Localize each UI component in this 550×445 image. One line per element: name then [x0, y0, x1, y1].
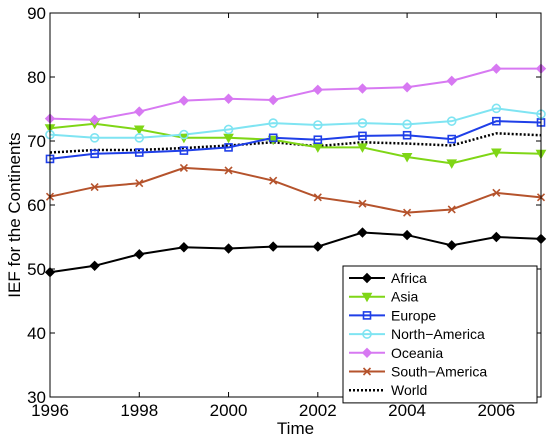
data-point-africa — [134, 249, 145, 260]
data-point-south-america — [179, 163, 188, 172]
series-line-europe — [49, 120, 542, 160]
x-tick-label: 2002 — [299, 401, 337, 420]
data-point-africa — [267, 241, 279, 252]
data-point-oceania — [401, 82, 413, 93]
data-point-europe — [224, 143, 233, 152]
data-point-south-america — [90, 183, 99, 192]
data-point-north-america — [134, 133, 145, 143]
data-point-oceania — [178, 95, 190, 106]
data-point-north-america — [402, 119, 412, 130]
legend-marker-oceania — [361, 347, 373, 359]
data-point-south-america — [313, 193, 322, 202]
data-point-north-america — [446, 116, 457, 126]
data-point-africa — [178, 242, 190, 253]
data-point-north-america — [223, 124, 234, 135]
data-point-europe — [402, 130, 412, 140]
data-point-north-america — [179, 129, 189, 140]
series-line-south-america — [49, 166, 542, 214]
data-point-europe — [358, 131, 367, 141]
y-tick-label: 50 — [27, 260, 46, 279]
legend-marker-south-america — [362, 367, 372, 376]
data-point-oceania — [312, 84, 324, 96]
series-line-oceania — [49, 67, 541, 121]
data-point-africa — [401, 229, 413, 241]
data-point-asia — [401, 153, 413, 163]
data-point-asia — [267, 135, 279, 146]
data-point-south-america — [135, 179, 144, 188]
y-tick-label: 70 — [27, 132, 46, 151]
y-tick-label: 30 — [27, 388, 46, 407]
y-tick-label: 40 — [27, 324, 46, 343]
data-point-europe — [313, 135, 323, 145]
x-tick-label: 2006 — [477, 401, 515, 420]
x-tick-label: 1996 — [31, 401, 69, 420]
data-point-north-america — [357, 118, 368, 128]
data-point-africa — [357, 227, 368, 238]
legend-label-north-america: North−America — [391, 326, 485, 342]
legend-label-asia: Asia — [391, 289, 418, 305]
legend-marker-asia — [361, 292, 373, 303]
series-lines — [49, 67, 542, 274]
y-tick-label: 80 — [27, 68, 46, 87]
data-point-south-america — [447, 205, 456, 214]
axis-ticks — [49, 12, 541, 398]
x-tick-label: 2004 — [388, 401, 426, 420]
data-point-asia — [446, 159, 458, 169]
data-point-asia — [491, 148, 502, 159]
data-point-south-america — [492, 188, 501, 197]
data-point-oceania — [89, 114, 100, 126]
data-point-africa — [491, 231, 502, 243]
data-point-south-america — [403, 208, 412, 217]
data-point-europe — [90, 149, 99, 159]
data-point-oceania — [267, 94, 279, 106]
data-point-africa — [89, 260, 100, 272]
legend-label-world: World — [391, 382, 427, 398]
data-point-oceania — [491, 63, 502, 74]
legend-marker-europe — [362, 311, 372, 320]
legend: Africa Asia Europe North−America Oceania Sout… — [342, 265, 538, 404]
legend-label-oceania: Oceania — [391, 345, 443, 361]
series-line-north-america — [49, 107, 542, 139]
legend-marker-north-america — [362, 329, 372, 339]
data-point-oceania — [357, 83, 368, 94]
data-point-africa — [312, 241, 324, 252]
data-point-south-america — [224, 166, 233, 175]
data-point-asia — [133, 125, 145, 135]
data-point-europe — [447, 134, 457, 144]
legend-label-europe: Europe — [391, 307, 436, 323]
data-point-oceania — [223, 93, 234, 104]
data-point-north-america — [313, 120, 323, 130]
legend-marker-africa — [361, 272, 373, 284]
y-tick-label: 60 — [27, 196, 46, 215]
data-point-europe — [492, 116, 501, 126]
x-tick-label: 2000 — [210, 401, 248, 420]
data-point-south-america — [358, 199, 367, 208]
data-point-europe — [134, 148, 144, 157]
data-point-north-america — [491, 103, 502, 114]
data-point-oceania — [446, 75, 457, 87]
series-line-africa — [49, 231, 542, 274]
data-point-asia — [357, 143, 368, 153]
data-point-north-america — [268, 118, 278, 128]
legend-label-south-america: South−America — [391, 364, 487, 380]
data-point-south-america — [269, 176, 278, 185]
data-point-africa — [446, 240, 457, 251]
data-point-asia — [223, 133, 234, 144]
axis-tick-labels: 1996 1998 2000 2002 2004 2006 30 40 50 60 70 80 90 — [27, 4, 515, 420]
series-markers — [44, 63, 547, 278]
x-tick-label: 1998 — [120, 401, 158, 420]
data-point-europe — [268, 133, 278, 143]
legend-label-africa: Africa — [391, 270, 427, 286]
data-point-oceania — [134, 106, 145, 117]
data-point-africa — [223, 243, 234, 254]
y-axis-label: IEF for the Continents — [5, 132, 24, 297]
series-line-asia — [49, 122, 542, 165]
x-axis-label: Time — [277, 419, 314, 438]
data-point-north-america — [89, 133, 100, 143]
data-point-europe — [179, 146, 189, 155]
y-tick-label: 90 — [27, 4, 46, 23]
